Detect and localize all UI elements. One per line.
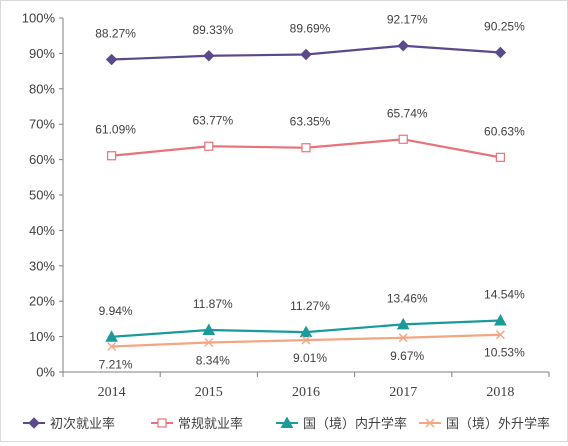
data-label: 92.17% bbox=[387, 13, 428, 27]
legend-item: 国（境）外升学率 bbox=[419, 416, 550, 431]
legend-label: 国（境）内升学率 bbox=[303, 416, 407, 431]
y-tick-label: 60% bbox=[29, 152, 55, 167]
x-tick-label: 2015 bbox=[195, 385, 223, 400]
legend-marker bbox=[425, 418, 435, 428]
data-point bbox=[397, 40, 409, 52]
y-tick-label: 20% bbox=[29, 294, 55, 309]
data-point bbox=[105, 53, 118, 66]
data-point bbox=[105, 330, 118, 342]
legend-item: 常规就业率 bbox=[151, 416, 243, 431]
data-label: 11.87% bbox=[193, 297, 233, 311]
legend: 初次就业率 常规就业率 国（境）内升学率 国（境）外升学率 bbox=[23, 416, 550, 431]
x-tick-label: 2014 bbox=[98, 385, 126, 400]
data-label: 63.35% bbox=[290, 115, 331, 129]
legend-marker bbox=[157, 418, 167, 428]
series-4 bbox=[107, 330, 505, 351]
data-point bbox=[301, 335, 311, 345]
y-axis-ticks: 0% 10% 20% 30% 40% 50% 60% 70% 80% 90% 100% bbox=[22, 11, 63, 380]
data-point bbox=[494, 46, 507, 59]
data-point bbox=[398, 134, 408, 144]
data-labels: 88.27% 89.33% 89.69% 92.17% 90.25% 61.09% 63.7… bbox=[95, 13, 525, 372]
y-tick-label: 70% bbox=[29, 117, 55, 132]
data-point bbox=[203, 50, 215, 62]
legend-label: 常规就业率 bbox=[178, 416, 243, 431]
legend-item: 国（境）内升学率 bbox=[276, 416, 407, 431]
marker-x-stroke bbox=[398, 333, 408, 343]
marker-x-stroke bbox=[301, 335, 311, 345]
data-point bbox=[301, 143, 311, 153]
data-point bbox=[494, 313, 507, 326]
legend-marker bbox=[28, 417, 40, 429]
legend-label: 国（境）外升学率 bbox=[446, 416, 550, 431]
y-tick-label: 40% bbox=[29, 223, 55, 238]
legend-item: 初次就业率 bbox=[23, 416, 115, 431]
marker-x-stroke bbox=[495, 330, 505, 340]
data-point bbox=[398, 333, 408, 343]
data-label: 9.67% bbox=[390, 349, 424, 363]
data-point bbox=[495, 330, 505, 340]
data-label: 9.94% bbox=[99, 304, 133, 318]
data-point bbox=[107, 341, 117, 351]
axes bbox=[62, 18, 549, 373]
marker-x-stroke bbox=[425, 418, 435, 428]
data-label: 61.09% bbox=[95, 123, 136, 137]
data-label: 14.54% bbox=[484, 288, 525, 302]
series-2 bbox=[106, 134, 505, 162]
data-label: 13.46% bbox=[387, 291, 428, 305]
series-layer bbox=[105, 40, 507, 351]
data-point bbox=[106, 151, 117, 161]
x-axis-ticks: 2014 2015 2016 2017 2018 bbox=[62, 372, 550, 400]
data-label: 89.33% bbox=[192, 23, 233, 37]
y-tick-label: 30% bbox=[29, 258, 55, 273]
y-tick-label: 100% bbox=[22, 11, 56, 26]
y-tick-label: 10% bbox=[29, 329, 55, 344]
data-label: 89.69% bbox=[290, 21, 331, 35]
data-label: 7.21% bbox=[99, 357, 133, 371]
y-tick-label: 0% bbox=[36, 365, 55, 380]
data-point bbox=[300, 48, 312, 61]
legend-marker bbox=[280, 416, 294, 428]
data-label: 88.27% bbox=[95, 27, 136, 41]
marker-x-stroke bbox=[204, 337, 214, 347]
y-tick-label: 80% bbox=[29, 81, 55, 96]
data-point bbox=[299, 325, 313, 338]
y-tick-label: 50% bbox=[29, 188, 55, 203]
x-tick-label: 2016 bbox=[292, 385, 320, 400]
x-tick-label: 2018 bbox=[486, 385, 514, 400]
legend-label: 初次就业率 bbox=[50, 416, 115, 431]
data-point bbox=[202, 323, 216, 335]
data-label: 9.01% bbox=[293, 351, 327, 365]
data-point bbox=[204, 141, 214, 151]
series-1 bbox=[105, 40, 507, 66]
data-label: 63.77% bbox=[192, 113, 233, 127]
data-point bbox=[396, 317, 410, 330]
data-label: 8.34% bbox=[196, 353, 230, 367]
data-label: 10.53% bbox=[484, 346, 525, 360]
series-3 bbox=[105, 313, 507, 342]
data-point bbox=[495, 152, 505, 162]
x-tick-label: 2017 bbox=[389, 385, 417, 400]
data-label: 60.63% bbox=[484, 124, 525, 138]
data-label: 65.74% bbox=[387, 106, 428, 120]
marker-x-stroke bbox=[107, 341, 117, 351]
data-point bbox=[204, 337, 214, 347]
data-label: 90.25% bbox=[484, 20, 525, 34]
y-tick-label: 90% bbox=[29, 46, 55, 61]
data-label: 11.27% bbox=[290, 299, 330, 313]
